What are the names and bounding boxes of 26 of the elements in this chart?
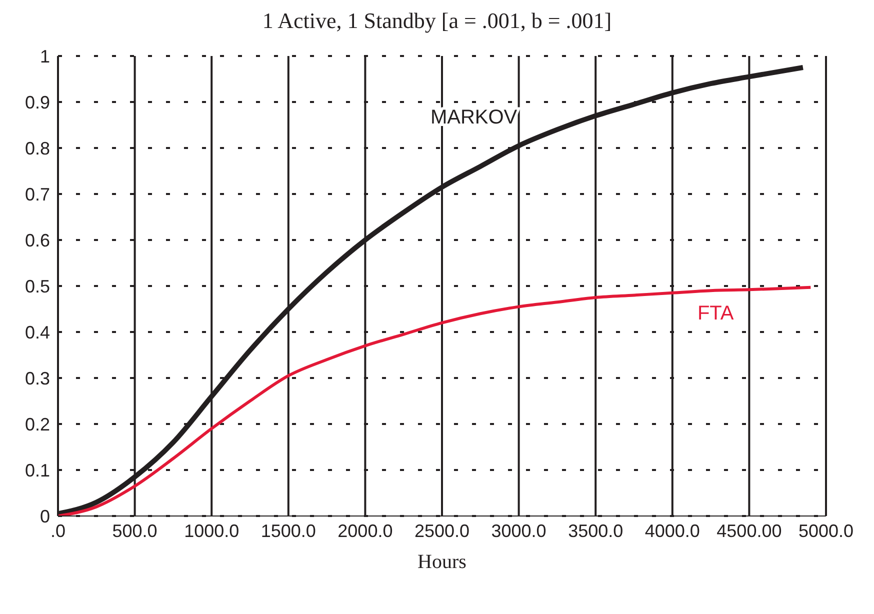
x-tick-label: 3500.0 bbox=[568, 520, 624, 541]
y-tick-label: 0.1 bbox=[24, 460, 50, 480]
x-tick-label: 1000.0 bbox=[184, 520, 240, 541]
series-label: FTA bbox=[697, 302, 734, 324]
y-tick-label: 0.8 bbox=[24, 138, 50, 158]
line-series bbox=[58, 286, 812, 516]
x-tick-label: 2000.0 bbox=[338, 520, 393, 541]
y-tick-label: 0.6 bbox=[24, 230, 50, 250]
chart-title: 1 Active, 1 Standby [a = .001, b = .001] bbox=[261, 8, 613, 35]
y-tick-label: 0.2 bbox=[24, 414, 50, 434]
y-tick-label: 0.7 bbox=[24, 184, 50, 204]
y-tick-label: 0.9 bbox=[24, 92, 50, 112]
x-tick-label: 1500.0 bbox=[260, 520, 316, 541]
y-tick-label: 1 bbox=[40, 46, 50, 66]
y-tick-label: 0.3 bbox=[24, 368, 50, 388]
x-tick-label: .0 bbox=[50, 520, 66, 541]
x-tick-label: 2500.0 bbox=[414, 520, 470, 541]
x-tick-label: 5000.0 bbox=[798, 520, 854, 541]
y-tick-label: 0.5 bbox=[24, 276, 50, 296]
x-axis-title: Hours bbox=[418, 551, 467, 573]
x-tick-label: 500.0 bbox=[112, 520, 158, 541]
y-tick-label: 0.4 bbox=[24, 322, 50, 342]
x-tick-label: 3000.0 bbox=[491, 520, 546, 541]
x-tick-label: 4000.0 bbox=[644, 520, 700, 541]
x-tick-label: 4500.00 bbox=[716, 520, 782, 541]
y-tick-label: 0 bbox=[40, 506, 50, 526]
